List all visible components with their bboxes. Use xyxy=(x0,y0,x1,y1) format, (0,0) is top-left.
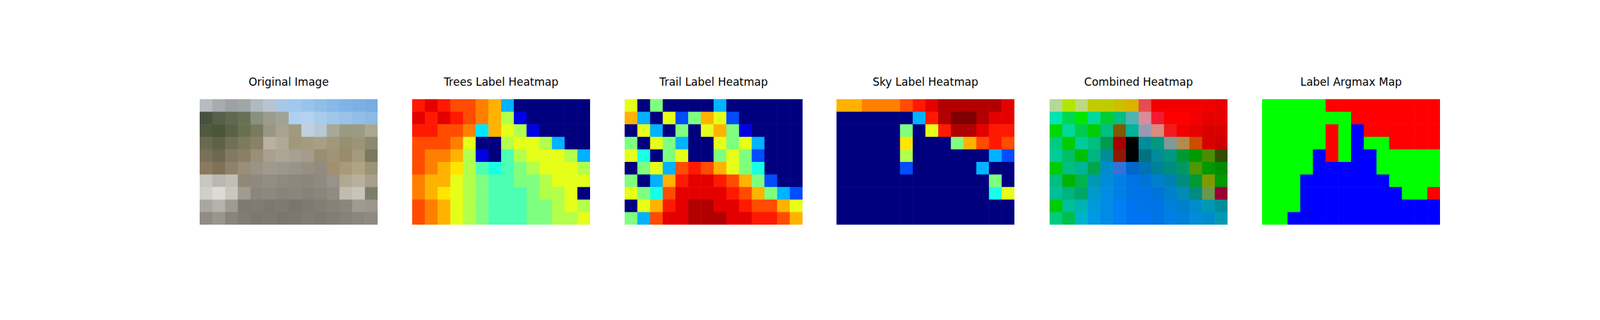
svg-text:Combined Heatmap: Combined Heatmap xyxy=(1084,75,1193,89)
svg-text:Original Image: Original Image xyxy=(248,75,329,89)
svg-text:Sky Label Heatmap: Sky Label Heatmap xyxy=(872,75,979,89)
svg-text:Label Argmax Map: Label Argmax Map xyxy=(1300,75,1403,89)
svg-text:Trees Label Heatmap: Trees Label Heatmap xyxy=(442,75,559,89)
svg-text:Trail Label Heatmap: Trail Label Heatmap xyxy=(658,75,768,89)
